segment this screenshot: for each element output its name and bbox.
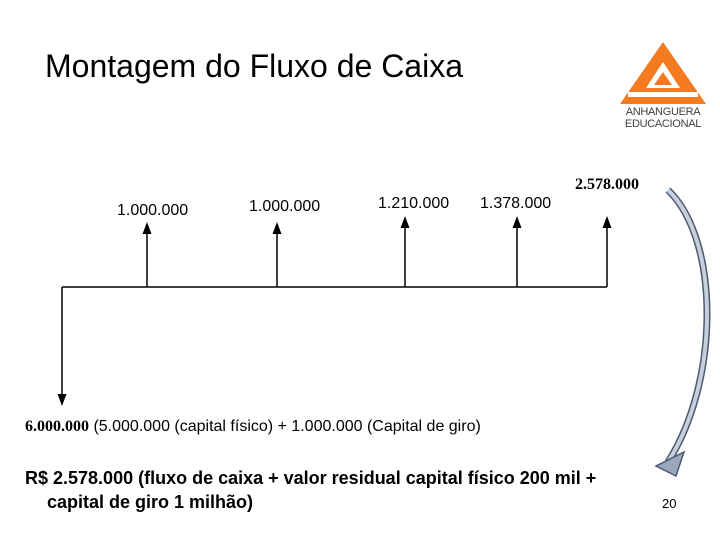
inflow-label-4: 1.378.000 [480,195,552,212]
inflow-arrows [142,216,612,287]
inflow-label-1: 1.000.000 [117,202,189,219]
logo-triangle-icon [620,42,706,104]
curved-arrow-head [654,450,686,478]
outflow-value: 6.000.000 [25,418,89,435]
summary-line-1: R$ 2.578.000 (fluxo de caixa + valor res… [25,468,597,488]
logo-text-line1: ANHANGUERA [625,106,701,118]
inflow-label-2: 1.000.000 [249,198,321,215]
anhanguera-logo: ANHANGUERA EDUCACIONAL [618,40,708,132]
inflow-label-3: 1.210.000 [378,195,450,212]
outflow-detail: (5.000.000 (capital físico) + 1.000.000 … [93,418,481,435]
curved-arrow [666,188,709,464]
inflow-label-5: 2.578.000 [575,176,639,193]
summary-line-2: capital de giro 1 milhão) [47,492,254,512]
outflow-description: 6.000.000 (5.000.000 (capital físico) + … [25,418,481,436]
slide-title: Montagem do Fluxo de Caixa [45,48,463,84]
logo-text-line2: EDUCACIONAL [624,118,702,130]
page-number: 20 [662,496,677,511]
summary-text: R$ 2.578.000 (fluxo de caixa + valor res… [25,466,675,514]
